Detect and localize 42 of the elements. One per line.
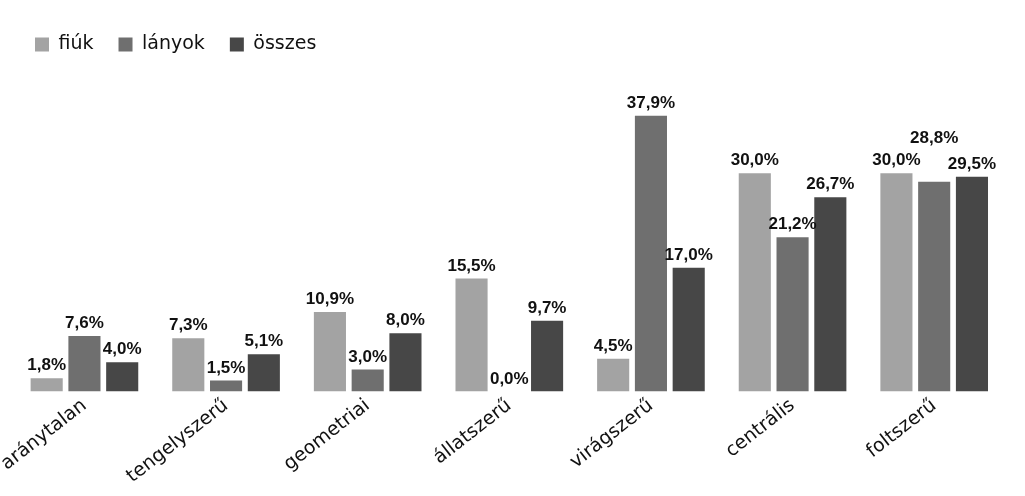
data-label: 30,0%: [872, 150, 921, 170]
data-label: 1,8%: [27, 355, 67, 375]
bar: [634, 115, 667, 392]
bar: [455, 278, 488, 392]
bar: [955, 176, 989, 392]
bar: [30, 378, 63, 392]
bar: [597, 358, 630, 392]
data-label: 29,5%: [947, 153, 997, 173]
bar: [776, 237, 809, 392]
bar: [313, 312, 346, 392]
bar: [918, 181, 951, 392]
data-label: 10,9%: [305, 289, 355, 309]
data-label: 1,5%: [206, 357, 246, 377]
data-label: 9,7%: [527, 298, 567, 317]
bar: [172, 338, 205, 392]
data-label: 8,0%: [386, 310, 425, 330]
data-label: 3,0%: [348, 346, 388, 366]
bar: [738, 173, 771, 392]
data-label: 37,9%: [626, 92, 676, 112]
bar: [351, 369, 384, 392]
data-label: 4,5%: [593, 335, 633, 355]
data-label: 4,0%: [102, 339, 142, 359]
bar: [880, 173, 913, 392]
bar: [106, 362, 139, 392]
bar: [531, 320, 564, 392]
data-label: 15,5%: [447, 255, 496, 275]
bar: [210, 380, 243, 392]
data-label: 30,0%: [730, 150, 779, 170]
data-label: 26,7%: [806, 174, 855, 194]
data-label: 7,3%: [168, 315, 208, 335]
legend-label: összes: [253, 31, 317, 54]
legend-label: lányok: [142, 31, 205, 54]
bar: [389, 333, 422, 392]
data-label: 7,6%: [65, 313, 104, 333]
bar: [814, 197, 847, 392]
data-label: 28,8%: [910, 128, 959, 148]
data-label: 0,0%: [489, 368, 529, 388]
legend-label: fiúk: [58, 31, 94, 54]
data-label: 5,1%: [244, 331, 284, 351]
bar: [672, 267, 705, 392]
bar: [247, 354, 280, 392]
bar: [68, 336, 101, 392]
